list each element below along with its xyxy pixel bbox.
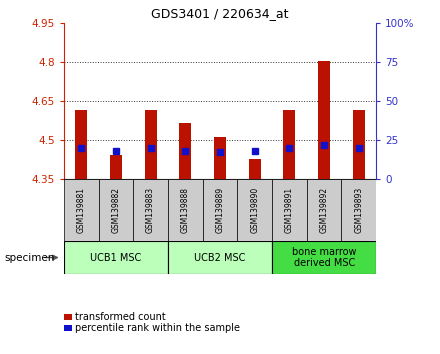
Title: GDS3401 / 220634_at: GDS3401 / 220634_at	[151, 7, 289, 21]
Text: UCB2 MSC: UCB2 MSC	[194, 252, 246, 263]
Text: GSM139888: GSM139888	[181, 187, 190, 233]
Bar	[353, 110, 365, 179]
Bar	[168, 241, 272, 274]
Bar	[203, 179, 237, 241]
Bar	[237, 179, 272, 241]
Bar	[249, 159, 261, 179]
Text: specimen: specimen	[4, 252, 55, 263]
Text: transformed count: transformed count	[75, 312, 165, 322]
Bar	[99, 179, 133, 241]
Bar	[64, 241, 168, 274]
Text: GSM139883: GSM139883	[146, 187, 155, 233]
Text: GSM139893: GSM139893	[354, 187, 363, 233]
Text: GSM139891: GSM139891	[285, 187, 294, 233]
Text: GSM139890: GSM139890	[250, 187, 259, 233]
Bar	[272, 179, 307, 241]
Text: bone marrow
derived MSC: bone marrow derived MSC	[292, 247, 356, 268]
Bar	[133, 179, 168, 241]
Bar	[179, 123, 191, 179]
Text: percentile rank within the sample: percentile rank within the sample	[75, 323, 240, 333]
Bar	[64, 179, 99, 241]
Bar	[283, 110, 296, 179]
Bar	[341, 179, 376, 241]
Text: UCB1 MSC: UCB1 MSC	[90, 252, 142, 263]
Text: GSM139892: GSM139892	[319, 187, 329, 233]
Text: GSM139881: GSM139881	[77, 187, 86, 233]
Bar	[168, 179, 203, 241]
Bar	[110, 155, 122, 179]
Bar	[318, 61, 330, 179]
Bar	[214, 137, 226, 179]
Bar	[272, 241, 376, 274]
Bar	[75, 110, 87, 179]
Bar	[144, 110, 157, 179]
Text: GSM139889: GSM139889	[216, 187, 224, 233]
Bar	[307, 179, 341, 241]
Text: GSM139882: GSM139882	[111, 187, 121, 233]
